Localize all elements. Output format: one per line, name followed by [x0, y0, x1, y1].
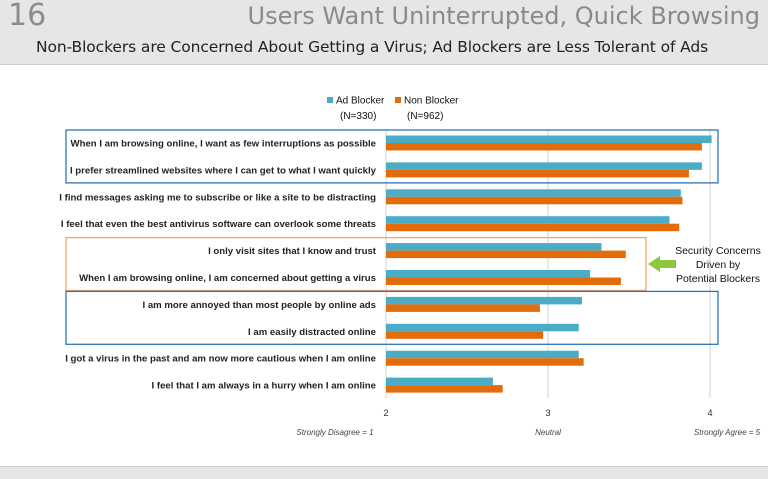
annotation-arrow-icon: [648, 256, 676, 273]
non-blocker-bar: [386, 143, 702, 151]
ad-blocker-bar: [386, 162, 702, 170]
group-box: [65, 236, 647, 292]
slide-number: 16: [8, 0, 47, 33]
ad-blocker-bar: [386, 270, 591, 278]
ad-blocker-bar: [386, 377, 493, 386]
category-label: When I am browsing online, I want as few…: [71, 139, 376, 150]
category-label: I feel that even the best antivirus soft…: [61, 219, 376, 230]
legend-n: (N=962): [407, 111, 443, 122]
x-tick-label: 2: [383, 408, 388, 419]
scale-anchor-label: Strongly Disagree = 1: [296, 428, 373, 437]
category-label: When I am browsing online, I am concerne…: [79, 273, 376, 284]
non-blocker-bar: [386, 250, 626, 259]
non-blocker-bar: [386, 196, 683, 205]
non-blocker-bar: [386, 277, 621, 285]
x-tick-label: 3: [545, 408, 550, 419]
group-box: [65, 129, 719, 184]
category-label: I am more annoyed than most people by on…: [143, 300, 377, 311]
legend-n: (N=330): [340, 111, 376, 122]
category-label: I feel that I am always in a hurry when …: [152, 381, 376, 392]
ad-blocker-bar: [386, 323, 579, 332]
ad-blocker-bar: [386, 135, 712, 143]
category-label: I only visit sites that I know and trust: [208, 246, 377, 257]
ad-blocker-bar: [386, 350, 579, 359]
category-label: I find messages asking me to subscribe o…: [59, 192, 376, 203]
scale-anchor-label: Strongly Agree = 5: [694, 428, 761, 437]
non-blocker-bar: [386, 223, 680, 232]
group-box: [65, 290, 719, 345]
non-blocker-bar: [386, 331, 544, 339]
annotation-text: Driven by: [696, 259, 741, 271]
annotation-text: Security Concerns: [675, 245, 761, 257]
annotation-text: Potential Blockers: [676, 273, 760, 285]
legend-label: Ad Blocker: [336, 96, 385, 107]
bar-chart: 2 3 4 Strongly Disagree = 1 Neutral Strongly …: [59, 96, 761, 438]
non-blocker-bar: [386, 169, 689, 178]
ad-blocker-bar: [386, 243, 602, 251]
slide-title: Users Want Uninterrupted, Quick Browsing: [247, 2, 760, 30]
legend-label: Non Blocker: [404, 96, 459, 107]
category-label: I prefer streamlined websites where I ca…: [70, 165, 377, 176]
slide-footer: [0, 466, 768, 479]
category-label: I got a virus in the past and am now mor…: [65, 354, 376, 365]
ad-blocker-bar: [386, 216, 670, 224]
non-blocker-bar: [386, 358, 584, 366]
legend-swatch-non-blocker: [395, 97, 401, 103]
slide-header: 16 Users Want Uninterrupted, Quick Brows…: [0, 0, 768, 65]
x-tick-label: 4: [707, 408, 712, 419]
scale-anchor-label: Neutral: [535, 428, 561, 437]
legend-swatch-ad-blocker: [327, 97, 333, 103]
ad-blocker-bar: [386, 296, 583, 305]
ad-blocker-bar: [386, 189, 681, 197]
non-blocker-bar: [386, 304, 540, 312]
non-blocker-bar: [386, 385, 503, 393]
category-label: I am easily distracted online: [248, 327, 376, 338]
slide-subtitle: Non-Blockers are Concerned About Getting…: [36, 38, 709, 56]
